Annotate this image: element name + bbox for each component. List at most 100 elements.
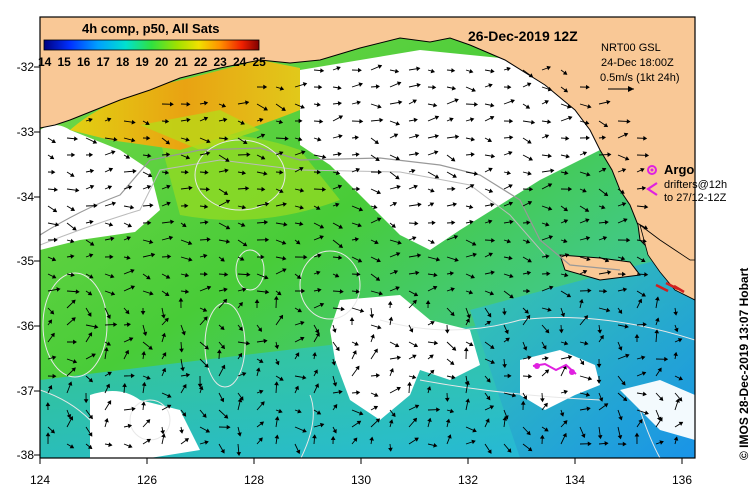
current-vector-head	[206, 237, 211, 242]
current-vector-head	[103, 347, 109, 352]
current-vector-head	[319, 302, 325, 308]
current-vector-head	[488, 167, 493, 172]
current-vector-head	[544, 328, 550, 334]
current-vector-head	[224, 136, 229, 141]
current-vector-head	[469, 204, 474, 210]
current-vector-head	[433, 340, 439, 346]
current-vector-head	[490, 68, 495, 74]
current-vector-head	[125, 154, 131, 159]
current-vector-head	[604, 441, 609, 446]
current-vector-head	[624, 324, 629, 329]
current-vector-head	[330, 435, 336, 440]
current-vector-head	[581, 433, 586, 438]
current-vector-head	[625, 353, 630, 359]
current-vector-head	[315, 332, 320, 337]
current-vector-head	[547, 153, 552, 159]
current-vector-head	[337, 85, 342, 91]
current-vector-head	[108, 442, 113, 447]
current-vector-head	[88, 377, 93, 383]
current-vector-head	[563, 88, 569, 93]
current-vector-head	[88, 274, 94, 279]
current-vector-head	[51, 169, 56, 175]
current-vector-head	[487, 449, 492, 454]
current-vector-head	[375, 373, 381, 378]
current-vector-head	[107, 185, 113, 190]
current-vector-head	[106, 341, 111, 346]
current-vector-head	[88, 432, 93, 437]
current-vector-head	[204, 220, 209, 225]
current-vector-head	[508, 184, 513, 189]
current-vector-head	[225, 199, 231, 204]
current-vector-head	[506, 238, 512, 244]
current-vector-head	[186, 117, 191, 123]
current-vector-head	[205, 428, 211, 433]
current-vector-head	[89, 184, 95, 190]
current-vector-head	[621, 168, 627, 173]
current-vector-head	[206, 138, 211, 144]
current-vector-head	[52, 373, 57, 379]
current-vector-head	[165, 274, 171, 279]
current-vector-head	[72, 226, 77, 231]
current-vector-head	[141, 351, 146, 356]
current-vector-head	[429, 202, 435, 207]
current-vector-head	[469, 219, 474, 225]
current-vector-head	[299, 167, 304, 172]
current-vector-head	[544, 427, 549, 432]
current-vector-head	[425, 300, 431, 305]
current-vector-head	[597, 434, 603, 440]
current-vector-head	[47, 319, 53, 324]
current-vector-head	[398, 100, 403, 105]
current-vector-head	[354, 135, 359, 140]
current-vector-head	[369, 314, 375, 319]
current-vector-head	[470, 136, 476, 142]
current-vector-head	[223, 287, 228, 293]
y-tick-label: -38	[16, 448, 34, 462]
drifters-label: drifters@12h	[664, 179, 728, 191]
current-vector-head	[274, 344, 280, 350]
current-vector-head	[51, 274, 57, 279]
current-vector-head	[164, 317, 169, 323]
current-vector-head	[260, 133, 266, 138]
current-vector-head	[393, 133, 399, 138]
current-vector-head	[220, 325, 225, 331]
current-vector-head	[167, 393, 172, 398]
current-vector-head	[414, 221, 419, 226]
x-tick-label: 130	[350, 473, 372, 487]
current-vector-head	[187, 240, 193, 246]
current-vector-head	[178, 297, 184, 302]
plot-frame	[39, 16, 696, 459]
current-vector-head	[544, 356, 549, 361]
current-vector-head	[451, 220, 456, 226]
current-vector-head	[240, 120, 245, 125]
current-vector-head	[49, 155, 55, 160]
current-vector-head	[338, 389, 343, 395]
current-vector-head	[444, 397, 450, 402]
current-vector-head	[617, 434, 623, 440]
current-vector-head	[165, 118, 170, 124]
current-vector-head	[126, 236, 131, 241]
current-vector-head	[109, 254, 114, 260]
current-vector-head	[412, 236, 417, 241]
warm-band	[160, 134, 340, 220]
current-vector-head	[568, 355, 573, 360]
current-vector-head	[412, 99, 417, 104]
current-vector-head	[542, 345, 547, 350]
current-vector-head	[319, 224, 325, 229]
current-vector-head	[91, 353, 96, 358]
current-vector-head	[472, 428, 477, 433]
colorbar-tick-label: 17	[96, 55, 110, 69]
current-vector-head	[358, 411, 364, 416]
current-vector-head	[113, 322, 118, 327]
current-vector-head	[92, 139, 98, 144]
current-vector-head	[490, 359, 496, 364]
current-vector-head	[664, 356, 669, 362]
current-vector-head	[430, 321, 435, 326]
current-vector-head	[582, 188, 587, 193]
current-vector-head	[526, 270, 532, 276]
current-vector-head	[373, 348, 378, 354]
current-vector-head	[75, 187, 80, 193]
axis-ticks	[34, 66, 683, 464]
current-vector-head	[587, 376, 593, 381]
current-vector-head	[89, 219, 94, 225]
current-vector-head	[226, 424, 231, 430]
